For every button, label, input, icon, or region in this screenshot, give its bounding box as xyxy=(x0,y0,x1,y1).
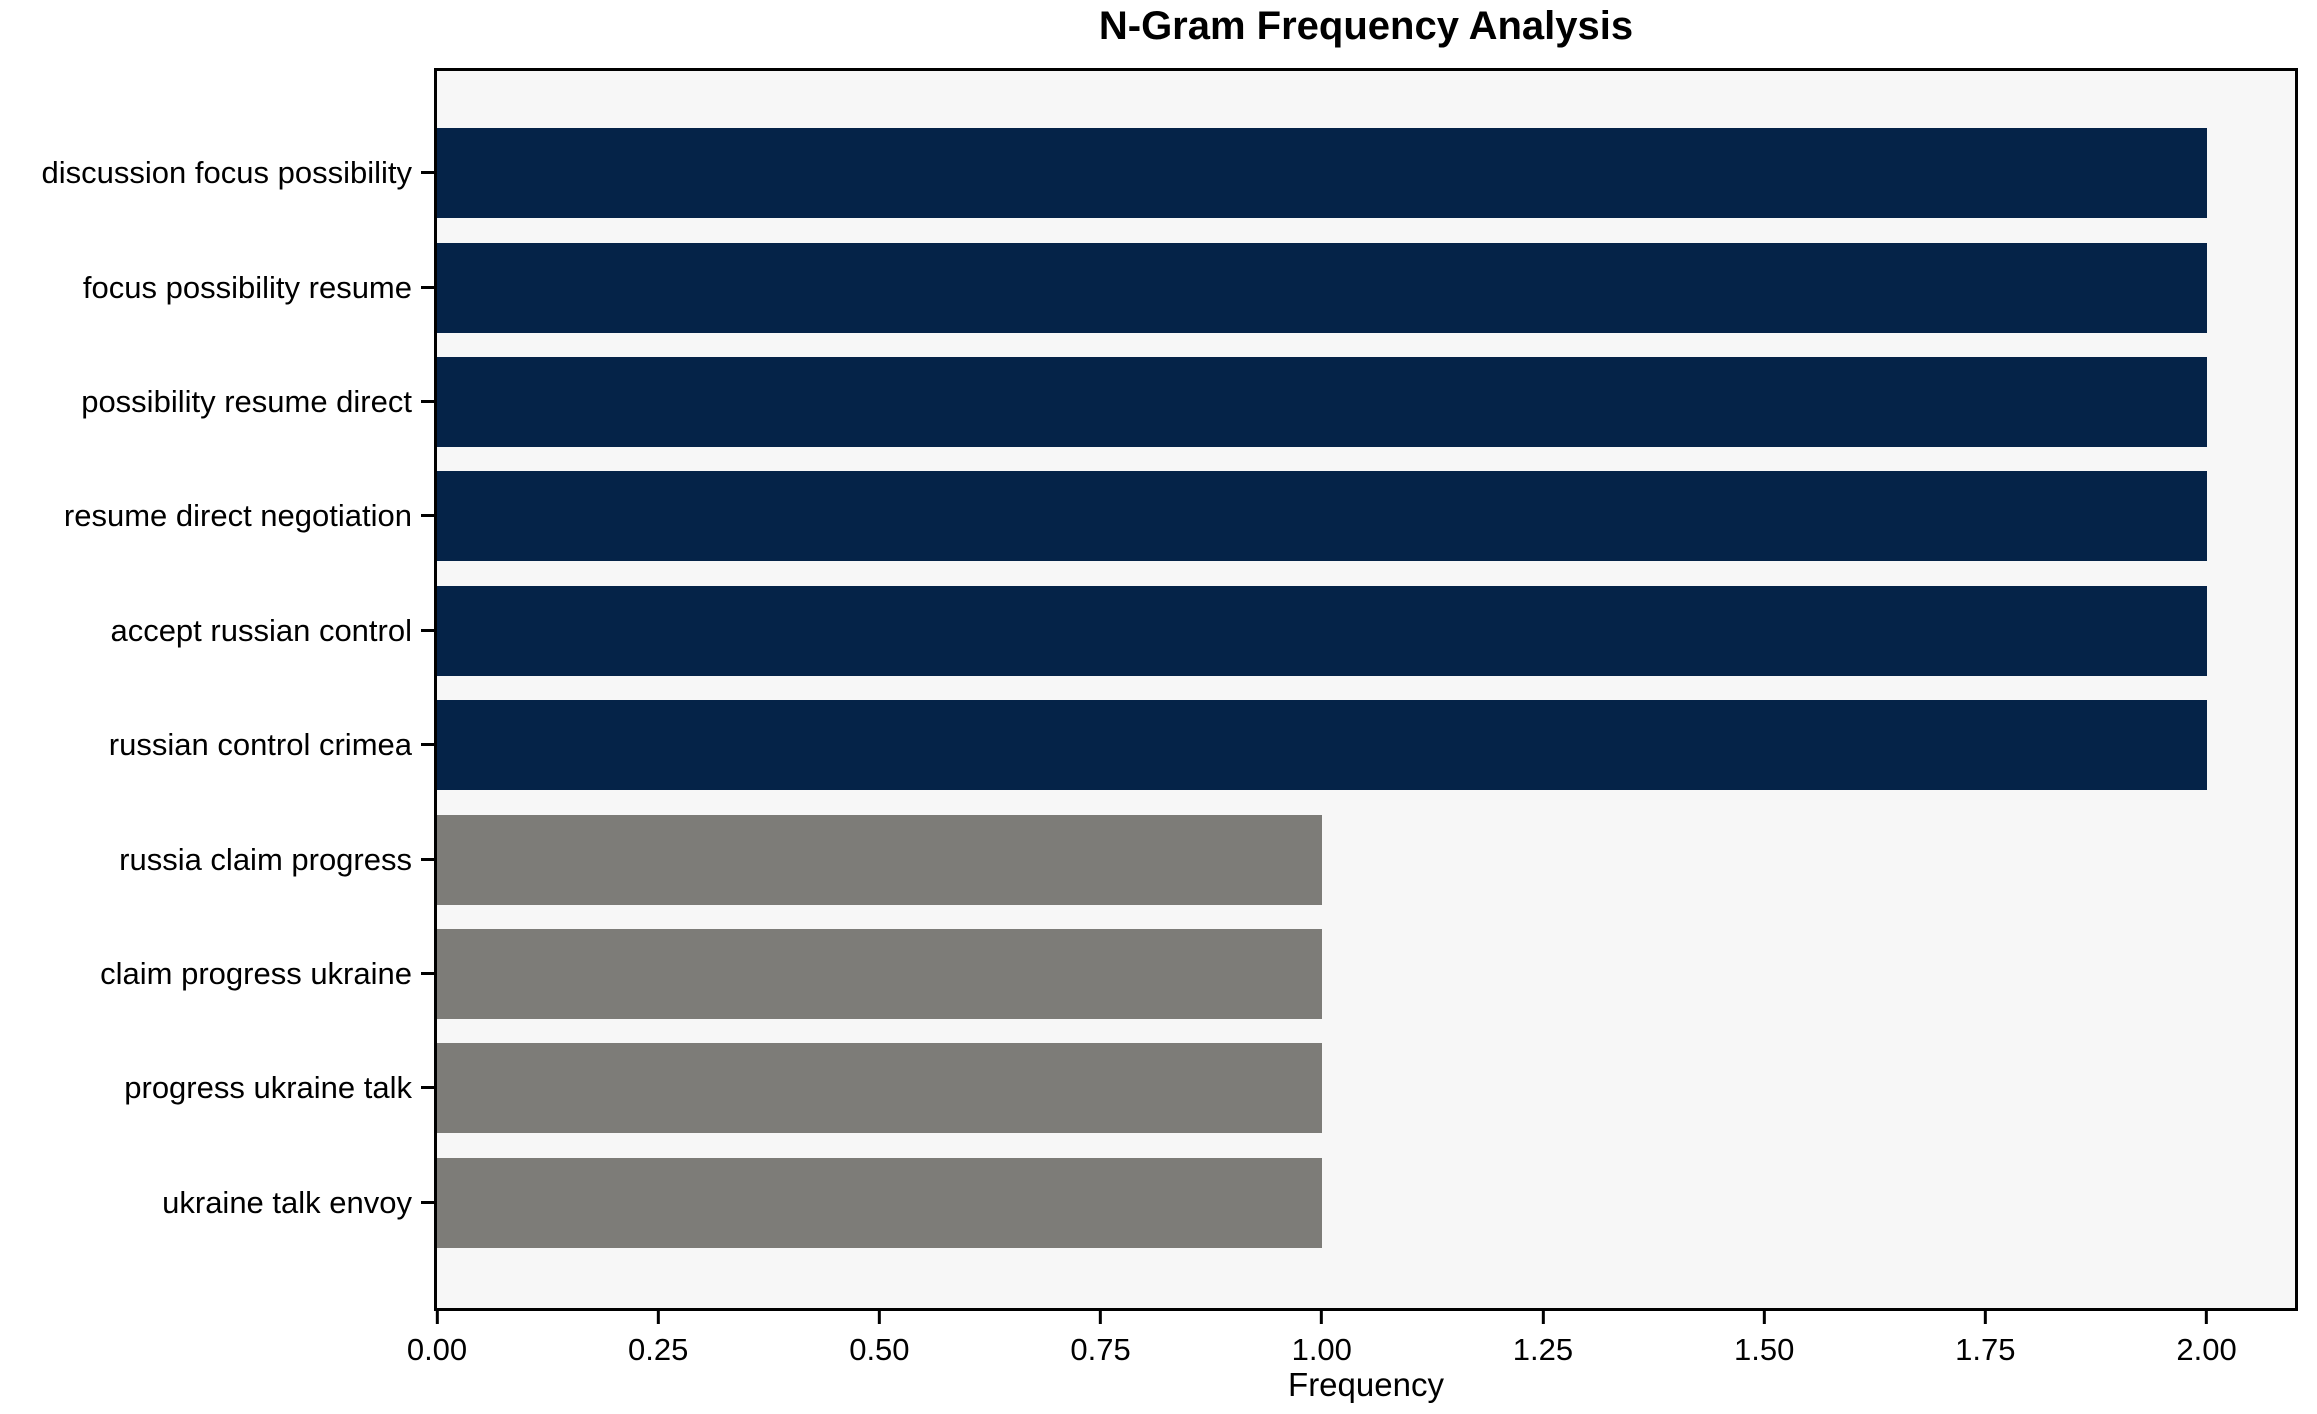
x-tick-label: 1.50 xyxy=(1733,1332,1795,1367)
x-tick-label: 1.75 xyxy=(1955,1332,2016,1367)
y-label-row: focus possibility resume xyxy=(0,230,434,344)
y-label-row: progress ukraine talk xyxy=(0,1031,434,1145)
y-tick-label: claim progress ukraine xyxy=(100,956,412,992)
y-tick-mark xyxy=(421,285,434,289)
bar-row xyxy=(437,1031,2295,1145)
x-axis-title: Frequency xyxy=(1288,1366,1444,1403)
chart-title: N-Gram Frequency Analysis xyxy=(1098,4,1634,48)
bar-row xyxy=(437,1146,2295,1260)
bar-row xyxy=(437,230,2295,344)
x-tick-label: 1.25 xyxy=(1512,1332,1574,1367)
y-tick-label: russia claim progress xyxy=(119,841,412,877)
y-tick-mark xyxy=(421,171,434,175)
bar xyxy=(437,585,2207,676)
y-tick-mark xyxy=(421,1086,434,1090)
bar xyxy=(437,1157,1322,1248)
bar-row xyxy=(437,459,2295,573)
y-label-row: discussion focus possibility xyxy=(0,116,434,230)
y-axis-labels: discussion focus possibility focus possib… xyxy=(0,71,434,1308)
bar xyxy=(437,1043,1322,1134)
y-label-row: resume direct negotiation xyxy=(0,459,434,573)
x-tick-mark xyxy=(1320,1311,1324,1324)
x-tick: 0.50 xyxy=(849,1311,910,1368)
x-tick-label: 0.25 xyxy=(628,1332,689,1367)
x-axis: 0.00 0.25 0.50 0.75 1.00 1.25 1.50 1.75 2.00 xyxy=(407,1311,2295,1381)
y-tick-mark xyxy=(421,514,434,518)
x-tick-label: 0.50 xyxy=(849,1332,910,1367)
bar xyxy=(437,357,2207,448)
x-tick-label: 2.00 xyxy=(2176,1332,2237,1367)
x-tick: 0.25 xyxy=(628,1311,688,1368)
bars-container xyxy=(437,71,2295,1308)
y-tick-mark xyxy=(421,743,434,747)
y-tick-label: russian control crimea xyxy=(108,727,412,763)
bar xyxy=(437,700,2207,791)
bar-row xyxy=(437,917,2295,1031)
y-tick-label: focus possibility resume xyxy=(82,269,412,305)
y-tick-mark xyxy=(421,1200,434,1204)
x-tick-mark xyxy=(1099,1311,1103,1324)
x-tick-label: 0.00 xyxy=(406,1332,468,1367)
x-tick: 1.25 xyxy=(1513,1311,1573,1368)
bar-row xyxy=(437,345,2295,459)
bar-row xyxy=(437,116,2295,230)
bar-row xyxy=(437,802,2295,916)
y-label-row: russian control crimea xyxy=(0,688,434,802)
x-tick-mark xyxy=(877,1311,881,1324)
y-label-row: russia claim progress xyxy=(0,802,434,916)
x-tick: 0.00 xyxy=(407,1311,467,1368)
x-tick: 1.50 xyxy=(1734,1311,1794,1368)
y-tick-mark xyxy=(421,857,434,861)
x-tick-label: 1.00 xyxy=(1291,1332,1352,1367)
y-tick-label: ukraine talk envoy xyxy=(162,1184,412,1220)
y-tick-label: progress ukraine talk xyxy=(124,1070,412,1106)
y-tick-label: accept russian control xyxy=(110,612,412,648)
x-tick: 0.75 xyxy=(1070,1311,1131,1368)
x-tick-mark xyxy=(1983,1311,1987,1324)
bar-row xyxy=(437,688,2295,802)
bar xyxy=(437,242,2207,333)
bar xyxy=(437,814,1322,905)
x-tick-mark xyxy=(1762,1311,1766,1324)
x-tick: 1.75 xyxy=(1955,1311,2016,1368)
y-label-row: accept russian control xyxy=(0,574,434,688)
y-label-row: possibility resume direct xyxy=(0,345,434,459)
y-tick-label: discussion focus possibility xyxy=(41,155,412,191)
bar xyxy=(437,471,2207,562)
bar xyxy=(437,929,1322,1020)
y-tick-mark xyxy=(421,628,434,632)
x-tick-mark xyxy=(435,1311,439,1324)
x-tick-mark xyxy=(656,1311,660,1324)
x-tick-label: 0.75 xyxy=(1070,1332,1131,1367)
x-tick: 2.00 xyxy=(2176,1311,2237,1368)
bar xyxy=(437,128,2207,219)
bar-row xyxy=(437,574,2295,688)
y-label-row: ukraine talk envoy xyxy=(0,1146,434,1260)
x-tick-mark xyxy=(1541,1311,1545,1324)
y-tick-label: resume direct negotiation xyxy=(63,498,412,534)
y-label-row: claim progress ukraine xyxy=(0,917,434,1031)
plot-area xyxy=(434,68,2298,1311)
y-tick-mark xyxy=(421,972,434,976)
x-tick: 1.00 xyxy=(1292,1311,1352,1368)
x-tick-mark xyxy=(2205,1311,2209,1324)
y-tick-label: possibility resume direct xyxy=(81,384,412,420)
y-tick-mark xyxy=(421,400,434,404)
